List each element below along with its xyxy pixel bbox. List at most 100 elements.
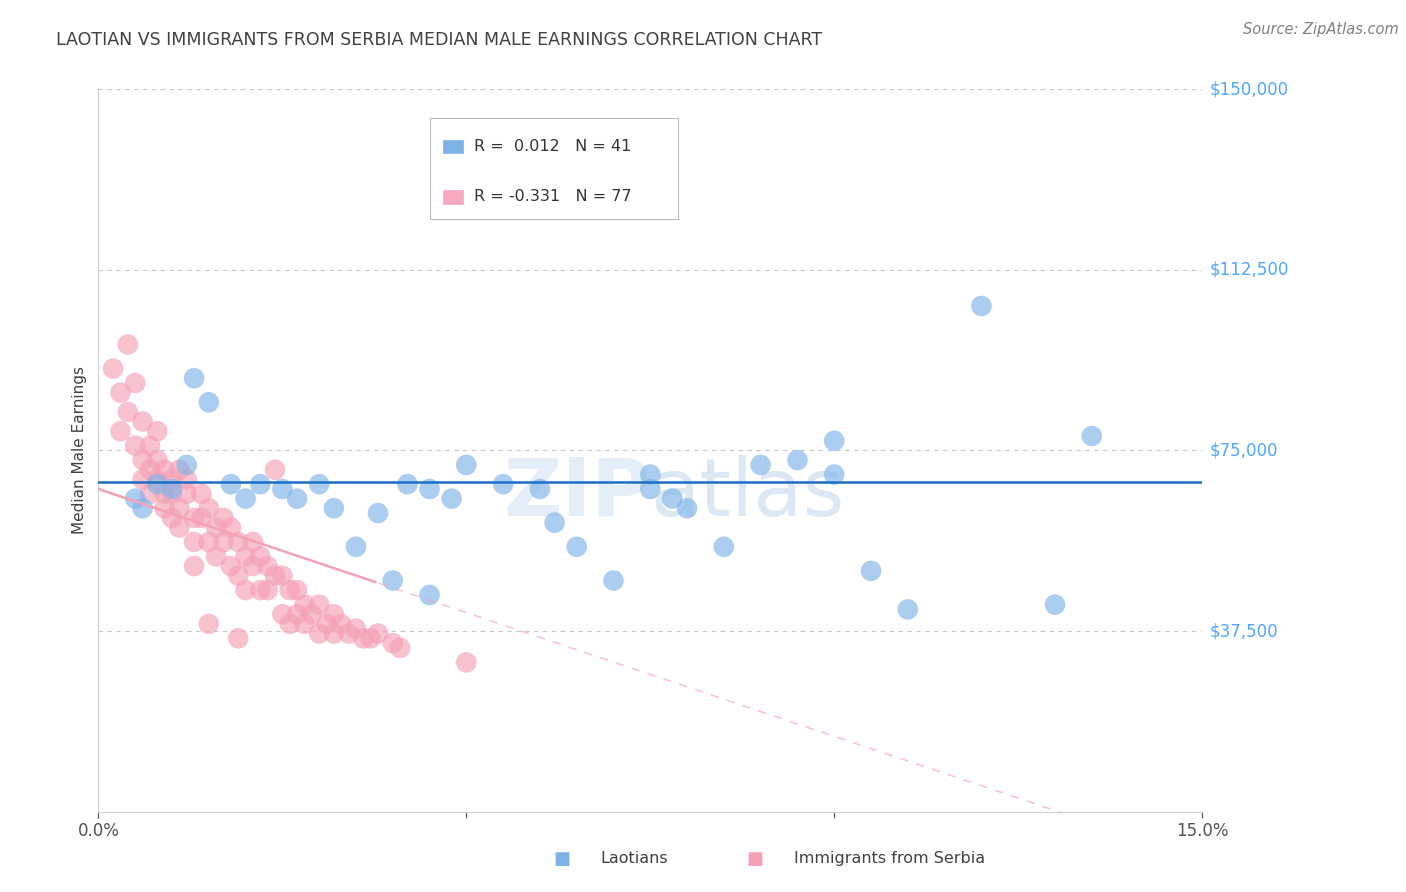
Point <box>117 405 139 419</box>
Text: ■: ■ <box>554 850 571 868</box>
Point <box>456 458 478 472</box>
Text: R = -0.331   N = 77: R = -0.331 N = 77 <box>474 189 631 204</box>
Point <box>169 501 191 516</box>
Point <box>190 487 212 501</box>
Point <box>131 472 153 486</box>
Point <box>124 376 146 390</box>
Point <box>160 511 183 525</box>
Point <box>278 583 301 598</box>
Point <box>256 583 278 598</box>
Point <box>638 482 661 496</box>
Point <box>197 535 219 549</box>
Point <box>367 626 389 640</box>
Point <box>529 482 551 496</box>
Point <box>823 467 845 482</box>
Point <box>146 453 169 467</box>
Point <box>1043 598 1066 612</box>
Text: $112,500: $112,500 <box>1209 260 1288 279</box>
Point <box>676 501 699 516</box>
Point <box>1081 429 1104 443</box>
Point <box>256 559 278 574</box>
Point <box>396 477 419 491</box>
Point <box>117 337 139 351</box>
Point <box>124 439 146 453</box>
Point <box>183 559 205 574</box>
Point <box>153 463 176 477</box>
Point <box>308 477 330 491</box>
Point <box>235 549 257 564</box>
Point <box>970 299 993 313</box>
Point <box>337 626 360 640</box>
Y-axis label: Median Male Earnings: Median Male Earnings <box>72 367 87 534</box>
Point <box>160 482 183 496</box>
Point <box>183 371 205 385</box>
Point <box>226 568 249 582</box>
Point <box>139 487 162 501</box>
Text: ZIP: ZIP <box>503 455 650 533</box>
Point <box>543 516 565 530</box>
Text: ■: ■ <box>747 850 763 868</box>
Point <box>146 477 169 491</box>
Point <box>344 622 367 636</box>
Point <box>131 415 153 429</box>
Point <box>602 574 624 588</box>
Point <box>264 568 287 582</box>
Point <box>301 607 323 622</box>
Point <box>219 559 242 574</box>
Point <box>131 453 153 467</box>
Point <box>205 549 228 564</box>
Point <box>713 540 735 554</box>
Point <box>183 511 205 525</box>
Point <box>146 424 169 438</box>
Point <box>160 487 183 501</box>
Point <box>153 501 176 516</box>
Point <box>197 395 219 409</box>
Point <box>322 607 344 622</box>
Point <box>183 535 205 549</box>
Point <box>212 535 235 549</box>
Point <box>190 511 212 525</box>
Point <box>235 583 257 598</box>
Point <box>197 501 219 516</box>
Point <box>110 424 132 438</box>
Point <box>315 616 337 631</box>
Point <box>176 458 198 472</box>
Point <box>285 583 308 598</box>
Point <box>264 463 287 477</box>
Point <box>294 598 316 612</box>
Point <box>169 463 191 477</box>
Point <box>330 616 353 631</box>
Point <box>661 491 683 506</box>
Point <box>456 656 478 670</box>
Point <box>381 574 404 588</box>
Point <box>271 482 294 496</box>
Point <box>226 535 249 549</box>
Point <box>440 491 463 506</box>
Point <box>226 632 249 646</box>
Point <box>153 487 176 501</box>
Text: R =  0.012   N = 41: R = 0.012 N = 41 <box>474 139 631 154</box>
Point <box>219 477 242 491</box>
Point <box>897 602 920 616</box>
Point <box>249 583 271 598</box>
Point <box>176 487 198 501</box>
Point <box>294 616 316 631</box>
Point <box>285 491 308 506</box>
Text: Source: ZipAtlas.com: Source: ZipAtlas.com <box>1243 22 1399 37</box>
Point <box>749 458 772 472</box>
Point <box>131 501 153 516</box>
Point <box>205 520 228 534</box>
Point <box>242 535 264 549</box>
Text: $37,500: $37,500 <box>1209 622 1278 640</box>
Point <box>638 467 661 482</box>
Point <box>565 540 588 554</box>
Point <box>212 511 235 525</box>
Text: Immigrants from Serbia: Immigrants from Serbia <box>794 851 984 866</box>
Point <box>419 588 441 602</box>
Point <box>169 520 191 534</box>
Point <box>101 361 124 376</box>
FancyBboxPatch shape <box>443 140 463 153</box>
Point <box>823 434 845 448</box>
Point <box>197 616 219 631</box>
Point <box>271 568 294 582</box>
